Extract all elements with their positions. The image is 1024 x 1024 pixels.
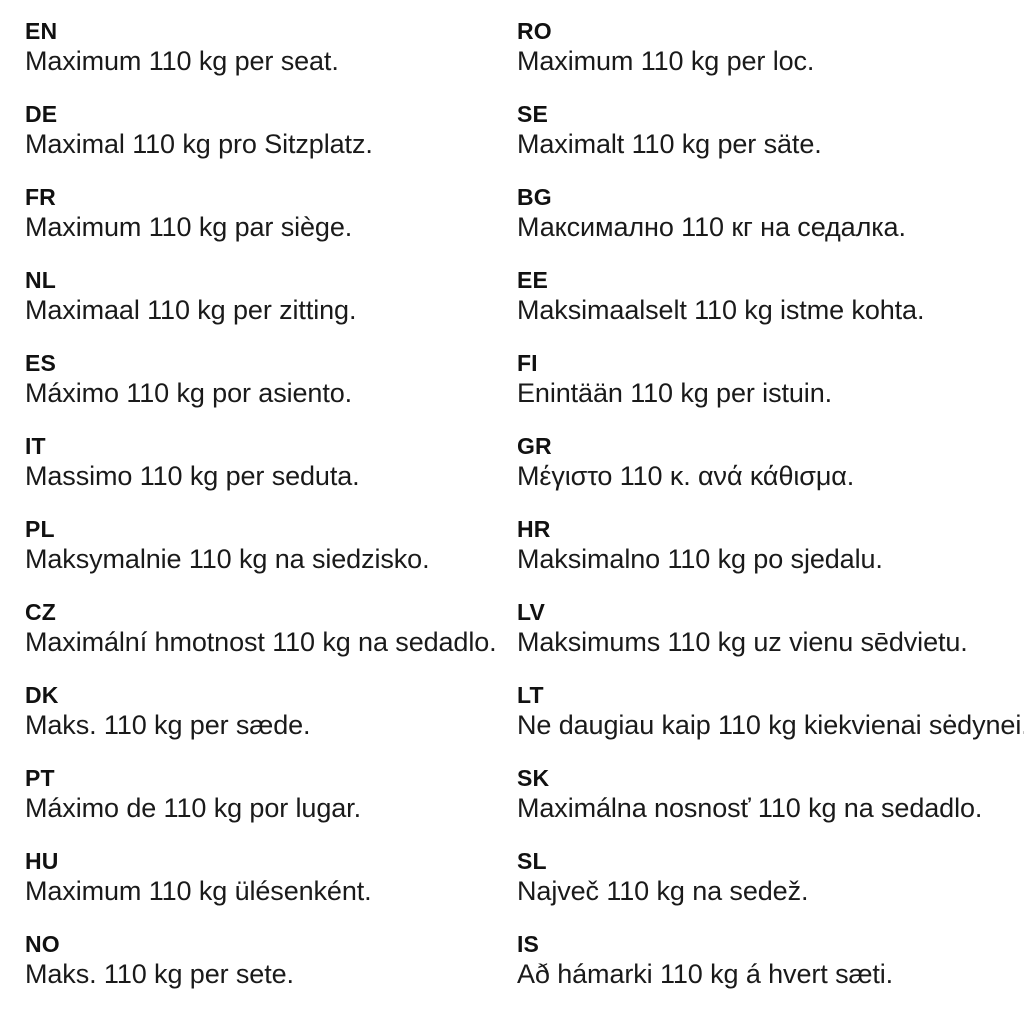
language-entry: EN Maximum 110 kg per seat. xyxy=(25,18,504,101)
language-entry: HU Maximum 110 kg ülésenként. xyxy=(25,848,504,931)
language-message: Maksimalno 110 kg po sjedalu. xyxy=(517,544,883,574)
language-entry: SK Maximálna nosnosť 110 kg na sedadlo. xyxy=(517,765,1014,848)
language-message: Enintään 110 kg per istuin. xyxy=(517,378,833,408)
language-message: Maximal 110 kg pro Sitzplatz. xyxy=(25,129,373,159)
language-message: Največ 110 kg na sedež. xyxy=(517,876,809,906)
language-code: PL xyxy=(25,516,55,542)
language-code: IS xyxy=(517,931,539,957)
language-message: Maximum 110 kg par siège. xyxy=(25,212,353,242)
language-entry: PL Maksymalnie 110 kg na siedzisko. xyxy=(25,516,504,599)
language-code: DE xyxy=(25,101,58,127)
language-message: Maximum 110 kg ülésenként. xyxy=(25,876,372,906)
language-message: Maximum 110 kg per loc. xyxy=(517,46,815,76)
language-entry: LT Ne daugiau kaip 110 kg kiekvienai sėd… xyxy=(517,682,1024,765)
language-code: RO xyxy=(517,18,552,44)
language-code: PT xyxy=(25,765,55,791)
language-entry: NL Maximaal 110 kg per zitting. xyxy=(25,267,504,350)
language-code: NO xyxy=(25,931,60,957)
language-message: Máximo de 110 kg por lugar. xyxy=(25,793,361,823)
language-column-right: RO Maximum 110 kg per loc. SE Maximalt 1… xyxy=(512,0,1024,1024)
language-message: Maximaal 110 kg per zitting. xyxy=(25,295,357,325)
language-entry: BG Максимално 110 кг на седалка. xyxy=(517,184,1014,267)
language-message: Maksimums 110 kg uz vienu sēdvietu. xyxy=(517,627,968,657)
language-message: Maximum 110 kg per seat. xyxy=(25,46,339,76)
language-message: Maximálna nosnosť 110 kg na sedadlo. xyxy=(517,793,983,823)
language-entry: EE Maksimaalselt 110 kg istme kohta. xyxy=(517,267,1014,350)
language-message: Максимално 110 кг на седалка. xyxy=(517,212,906,242)
language-entry: CZ Maximální hmotnost 110 kg na sedadlo. xyxy=(25,599,504,682)
language-code: EN xyxy=(25,18,58,44)
language-code: BG xyxy=(517,184,552,210)
language-entry: DK Maks. 110 kg per sæde. xyxy=(25,682,504,765)
language-code: DK xyxy=(25,682,59,708)
language-entry: GR Μέγιστο 110 κ. ανά κάθισμα. xyxy=(517,433,1014,516)
language-code: EE xyxy=(517,267,548,293)
language-entry: SE Maximalt 110 kg per säte. xyxy=(517,101,1014,184)
language-message: Maximální hmotnost 110 kg na sedadlo. xyxy=(25,627,497,657)
language-code: FR xyxy=(25,184,56,210)
language-column-left: EN Maximum 110 kg per seat. DE Maximal 1… xyxy=(25,18,504,1014)
language-code: SE xyxy=(517,101,548,127)
language-code: GR xyxy=(517,433,552,459)
language-code: HU xyxy=(25,848,59,874)
language-message: Maximalt 110 kg per säte. xyxy=(517,129,822,159)
language-message: Að hámarki 110 kg á hvert sæti. xyxy=(517,959,894,989)
language-code: CZ xyxy=(25,599,56,625)
language-entry: NO Maks. 110 kg per sete. xyxy=(25,931,504,1014)
language-code: NL xyxy=(25,267,56,293)
language-entry: PT Máximo de 110 kg por lugar. xyxy=(25,765,504,848)
language-message: Maksymalnie 110 kg na siedzisko. xyxy=(25,544,430,574)
language-code: LT xyxy=(517,682,544,708)
language-message: Maksimaalselt 110 kg istme kohta. xyxy=(517,295,925,325)
language-message: Maks. 110 kg per sæde. xyxy=(25,710,311,740)
language-code: SL xyxy=(517,848,547,874)
language-message: Máximo 110 kg por asiento. xyxy=(25,378,353,408)
language-entry: DE Maximal 110 kg pro Sitzplatz. xyxy=(25,101,504,184)
language-entry: FR Maximum 110 kg par siège. xyxy=(25,184,504,267)
language-message: Massimo 110 kg per seduta. xyxy=(25,461,360,491)
language-code: HR xyxy=(517,516,551,542)
language-entry: IS Að hámarki 110 kg á hvert sæti. xyxy=(517,931,1014,1014)
language-code: FI xyxy=(517,350,538,376)
language-code: LV xyxy=(517,599,545,625)
language-entry: RO Maximum 110 kg per loc. xyxy=(517,18,1014,101)
language-code: IT xyxy=(25,433,46,459)
language-entry: IT Massimo 110 kg per seduta. xyxy=(25,433,504,516)
language-entry: ES Máximo 110 kg por asiento. xyxy=(25,350,504,433)
language-entry: LV Maksimums 110 kg uz vienu sēdvietu. xyxy=(517,599,1014,682)
language-code: ES xyxy=(25,350,56,376)
language-message: Maks. 110 kg per sete. xyxy=(25,959,294,989)
language-entry: FI Enintään 110 kg per istuin. xyxy=(517,350,1014,433)
language-message: Μέγιστο 110 κ. ανά κάθισμα. xyxy=(517,461,855,491)
language-entry: HR Maksimalno 110 kg po sjedalu. xyxy=(517,516,1014,599)
language-entry: SL Največ 110 kg na sedež. xyxy=(517,848,1014,931)
language-code: SK xyxy=(517,765,550,791)
language-message: Ne daugiau kaip 110 kg kiekvienai sėdyne… xyxy=(517,710,1024,740)
